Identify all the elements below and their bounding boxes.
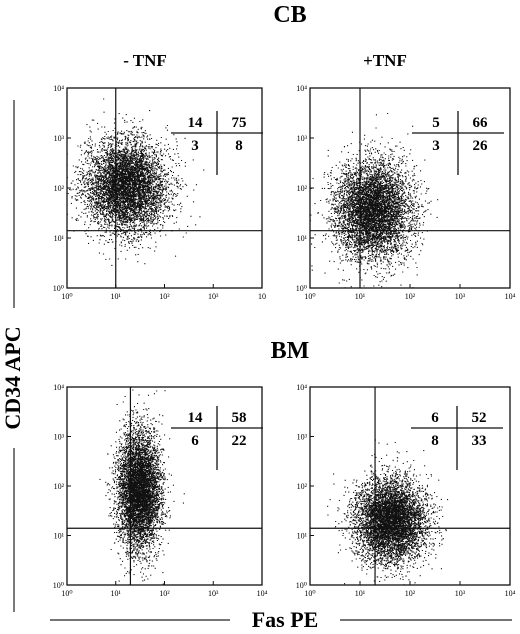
y-tick-label: 10²: [54, 482, 65, 491]
y-tick-label: 10⁰: [296, 284, 307, 293]
event-dots: [327, 439, 449, 585]
percent-lower-left: 8: [431, 433, 439, 449]
y-tick-label: 10⁰: [53, 581, 64, 590]
percent-lower-right: 26: [473, 138, 489, 154]
x-tick-label: 10³: [208, 292, 219, 301]
percent-upper-right: 58: [232, 410, 247, 426]
x-tick-label: 10¹: [355, 589, 366, 598]
y-tick-label: 10²: [54, 184, 65, 193]
percent-upper-left: 5: [432, 115, 440, 131]
percent-lower-left: 3: [191, 138, 199, 154]
y-tick-label: 10⁴: [53, 383, 64, 392]
y-tick-label: 10¹: [54, 532, 65, 541]
x-tick-label: 10²: [159, 589, 170, 598]
x-tick-label: 10⁴: [505, 589, 516, 598]
event-dots: [310, 112, 439, 288]
percent-upper-right: 52: [472, 410, 487, 426]
y-tick-label: 10³: [297, 134, 308, 143]
x-tick-label: 10²: [159, 292, 170, 301]
percent-upper-left: 14: [188, 115, 204, 131]
x-tick-label: 10¹: [355, 292, 366, 301]
y-tick-label: 10³: [54, 134, 65, 143]
x-tick-label: 10²: [405, 589, 416, 598]
y-tick-label: 10²: [297, 482, 308, 491]
x-tick-label: 10²: [405, 292, 416, 301]
x-tick-label: 10³: [208, 589, 219, 598]
x-axis-label: Fas PE: [252, 607, 319, 632]
column-title-plus-tnf: +TNF: [363, 51, 407, 70]
y-tick-label: 10⁰: [296, 581, 307, 590]
y-tick-label: 10¹: [54, 234, 65, 243]
x-tick-label: 10⁰: [61, 589, 72, 598]
y-tick-label: 10⁴: [296, 84, 307, 93]
x-tick-label: 10: [258, 292, 266, 301]
x-tick-label: 10¹: [111, 589, 122, 598]
percent-upper-left: 14: [188, 410, 204, 426]
y-tick-label: 10²: [297, 184, 308, 193]
x-tick-label: 10⁴: [505, 292, 516, 301]
y-axis-label: CD34 APC: [0, 326, 25, 429]
percent-upper-right: 75: [232, 115, 247, 131]
y-tick-label: 10⁰: [53, 284, 64, 293]
x-tick-label: 10¹: [111, 292, 122, 301]
percent-lower-right: 22: [232, 433, 247, 449]
percent-lower-right: 8: [235, 138, 243, 154]
event-dots: [67, 98, 205, 266]
percent-lower-left: 6: [191, 433, 199, 449]
y-tick-label: 10¹: [297, 532, 308, 541]
row-title-cb: CB: [273, 2, 306, 28]
y-tick-label: 10¹: [297, 234, 308, 243]
y-tick-label: 10³: [297, 433, 308, 442]
percent-lower-left: 3: [432, 138, 440, 154]
column-title-minus-tnf: - TNF: [123, 51, 167, 70]
x-tick-label: 10⁰: [304, 292, 315, 301]
percent-lower-right: 33: [472, 433, 487, 449]
y-tick-label: 10⁴: [53, 84, 64, 93]
x-tick-label: 10³: [455, 589, 466, 598]
event-dots: [99, 387, 185, 585]
y-tick-label: 10⁴: [296, 383, 307, 392]
x-tick-label: 10⁰: [304, 589, 315, 598]
x-tick-label: 10⁴: [257, 589, 268, 598]
y-tick-label: 10³: [54, 433, 65, 442]
percent-upper-left: 6: [431, 410, 439, 426]
percent-upper-right: 66: [473, 115, 489, 131]
row-title-bm: BM: [271, 338, 310, 364]
x-tick-label: 10⁰: [61, 292, 72, 301]
x-tick-label: 10³: [455, 292, 466, 301]
